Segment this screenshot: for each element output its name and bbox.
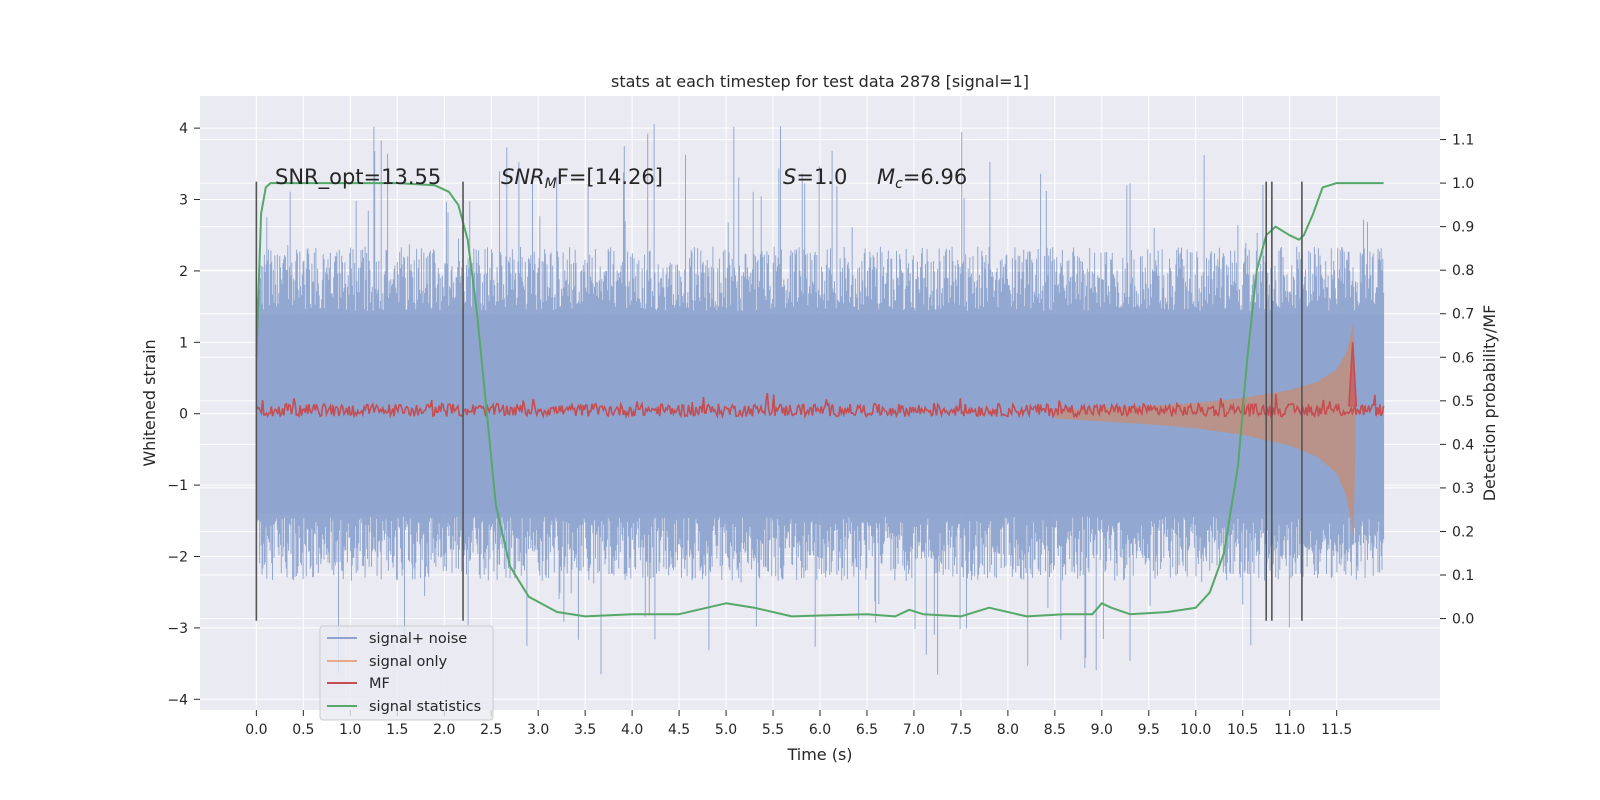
x-tick-label: 2.0 (433, 722, 455, 738)
x-tick-label: 11.0 (1274, 722, 1305, 738)
snr-mf-sub: M (545, 176, 557, 192)
y-tick-label: −1 (167, 478, 188, 494)
y-right-tick-label: 0.1 (1452, 568, 1474, 584)
x-tick-label: 10.5 (1227, 722, 1258, 738)
x-tick-label: 4.5 (668, 722, 690, 738)
x-tick-label: 2.5 (480, 722, 502, 738)
x-tick-label: 9.0 (1091, 722, 1113, 738)
mf-trace (255, 392, 1385, 420)
y-tick-label: 1 (179, 335, 188, 351)
annotation-snr-opt: SNR_opt=13.55 (275, 165, 441, 190)
signal-only-envelope (1054, 320, 1356, 539)
legend-label-signal-noise: signal+ noise (369, 631, 467, 647)
vertical-markers (255, 181, 1303, 621)
legend-label-signal-statistics: signal statistics (369, 699, 481, 715)
x-tick-label: 0.5 (292, 722, 314, 738)
s-var: S (783, 165, 796, 189)
annotation-s: S=1.0 (783, 165, 847, 189)
y-right-axis-label: Detection probability/MF (1480, 305, 1499, 502)
y-tick-label: 2 (179, 264, 188, 280)
x-tick-label: 3.0 (527, 722, 549, 738)
mf-peak (1348, 342, 1358, 407)
x-tick-label: 1.0 (339, 722, 361, 738)
mc-sub: c (895, 176, 903, 192)
snr-mf-base: SNR (501, 165, 545, 189)
y-axis-label: Whitened strain (140, 339, 159, 466)
y-tick-label: 0 (179, 407, 188, 423)
legend-label-mf: MF (369, 676, 390, 692)
x-tick-label: 5.0 (715, 722, 737, 738)
series (255, 182, 1385, 618)
signal-statistics-line (255, 182, 1384, 618)
ticks: 0.0 0.5 1.0 1.5 2.0 2.5 3.0 3.5 4.0 4.5 5.0 5.5 6.0 6… (167, 121, 1474, 738)
s-rest: =1.0 (796, 165, 847, 189)
y-tick-label: −3 (167, 621, 188, 637)
x-tick-label: 7.0 (903, 722, 925, 738)
x-tick-label: 0.0 (245, 722, 267, 738)
y-tick-label: 3 (179, 193, 188, 209)
x-tick-label: 11.5 (1321, 722, 1352, 738)
snr-mf-rest: F=[14.26] (557, 165, 663, 189)
y-right-tick-label: 0.9 (1452, 220, 1474, 236)
mc-rest: =6.96 (903, 165, 967, 189)
x-tick-label: 6.5 (856, 722, 878, 738)
x-tick-label: 8.0 (997, 722, 1019, 738)
x-axis-label: Time (s) (786, 745, 852, 764)
chart-title: stats at each timestep for test data 287… (611, 72, 1029, 91)
y-right-tick-label: 0.4 (1452, 437, 1474, 453)
y-tick-label: −4 (167, 692, 188, 708)
y-tick-label: −2 (167, 550, 188, 566)
y-right-tick-label: 1.0 (1452, 176, 1474, 192)
annotation-snr-mf: SNRMF=[14.26] (501, 165, 663, 192)
legend-box (319, 625, 494, 721)
x-tick-label: 7.5 (950, 722, 972, 738)
x-tick-label: 8.5 (1044, 722, 1066, 738)
legend: signal+ noise signal only MF signal stat… (319, 625, 494, 721)
y-right-tick-label: 0.6 (1452, 350, 1474, 366)
x-tick-label: 10.0 (1180, 722, 1211, 738)
y-right-tick-label: 0.8 (1452, 263, 1474, 279)
x-tick-label: 5.5 (762, 722, 784, 738)
y-right-tick-label: 0.7 (1452, 307, 1474, 323)
x-tick-label: 3.5 (574, 722, 596, 738)
legend-label-signal-only: signal only (369, 654, 448, 670)
annotation-mc: Mc=6.96 (877, 165, 967, 192)
x-tick-label: 6.0 (809, 722, 831, 738)
y-right-tick-label: 0.0 (1452, 612, 1474, 628)
y-tick-label: 4 (179, 121, 188, 137)
y-right-tick-label: 0.3 (1452, 481, 1474, 497)
x-tick-label: 4.0 (621, 722, 643, 738)
y-right-tick-label: 0.5 (1452, 394, 1474, 410)
mc-var: M (877, 165, 895, 189)
x-tick-label: 9.5 (1138, 722, 1160, 738)
y-right-tick-label: 0.2 (1452, 524, 1474, 540)
y-right-tick-label: 1.1 (1452, 133, 1474, 149)
x-tick-label: 1.5 (386, 722, 408, 738)
